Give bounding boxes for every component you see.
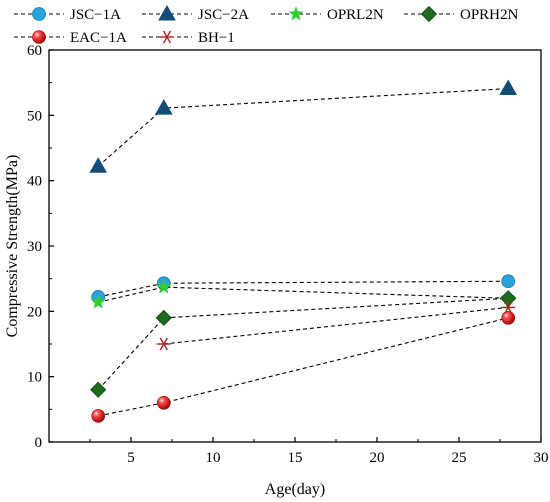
- x-tick-label: 10: [206, 450, 221, 466]
- legend-label: BH−1: [198, 30, 235, 46]
- plot-frame: [48, 49, 542, 443]
- legend-label: JSC−1A: [70, 7, 121, 23]
- data-point: [157, 395, 171, 410]
- data-point: [499, 79, 518, 96]
- asterisk-stroke: [504, 301, 513, 314]
- y-tick-label: 10: [27, 370, 42, 386]
- y-tick-label: 0: [35, 435, 43, 451]
- data-point: [156, 337, 171, 351]
- y-axis: 0 10 20 30 40 50 60: [27, 43, 54, 451]
- legend-label: OPRH2N: [460, 7, 519, 23]
- data-point: [156, 279, 172, 294]
- legend-item: BH−1: [142, 30, 235, 46]
- x-tick-label: 15: [288, 450, 303, 466]
- legend-item: JSC−2A: [142, 4, 249, 23]
- data-point: [91, 409, 105, 423]
- y-tick-label: 40: [27, 174, 42, 190]
- x-tick-label: 30: [534, 450, 549, 466]
- legend-marker: [158, 4, 176, 21]
- legend-marker: [420, 5, 438, 23]
- data-point: [501, 301, 516, 314]
- data-point: [89, 157, 108, 173]
- legend-item: JSC−1A: [14, 7, 121, 23]
- x-tick-label: 5: [127, 450, 135, 466]
- data-point: [90, 381, 107, 398]
- series-4: [91, 311, 516, 423]
- series-3: [90, 290, 517, 398]
- legend-marker: [160, 30, 174, 44]
- legend-label: OPRL2N: [327, 7, 384, 23]
- series-line: [97, 87, 509, 167]
- legend-item: OPRH2N: [404, 5, 519, 23]
- legend-marker: [32, 7, 46, 21]
- x-axis-title: Age(day): [265, 481, 325, 498]
- plot-area: [48, 49, 542, 443]
- series-1: [89, 79, 518, 173]
- x-tick-label: 20: [370, 450, 385, 466]
- y-tick-label: 30: [27, 239, 42, 255]
- asterisk-stroke: [162, 30, 172, 44]
- legend: JSC−1A JSC−2A OPRL2N OPRH2N EAC−1A BH−1: [14, 4, 519, 46]
- series-layer: [89, 79, 518, 423]
- series-line: [163, 306, 509, 345]
- data-point: [501, 274, 516, 289]
- legend-marker: [288, 6, 304, 21]
- data-point: [501, 311, 516, 325]
- x-axis: 5 10 15 20 25 30: [89, 437, 549, 466]
- series-line: [98, 280, 509, 298]
- data-point: [500, 290, 517, 307]
- y-axis-title: Compressive Strength(MPa): [4, 155, 21, 338]
- data-point: [155, 309, 172, 326]
- legend-item: EAC−1A: [14, 30, 127, 46]
- y-tick-label: 50: [27, 108, 42, 124]
- legend-marker: [32, 30, 46, 44]
- series-2: [90, 279, 516, 309]
- data-point: [90, 294, 106, 309]
- data-point: [154, 99, 173, 115]
- y-tick-label: 60: [27, 43, 42, 59]
- series-line: [98, 286, 509, 303]
- y-tick-label: 20: [27, 304, 42, 320]
- legend-item: OPRL2N: [271, 6, 384, 23]
- series-5: [156, 301, 516, 351]
- legend-label: JSC−2A: [198, 7, 249, 23]
- x-tick-label: 25: [452, 450, 467, 466]
- asterisk-stroke: [159, 337, 168, 351]
- legend-label: EAC−1A: [70, 30, 127, 46]
